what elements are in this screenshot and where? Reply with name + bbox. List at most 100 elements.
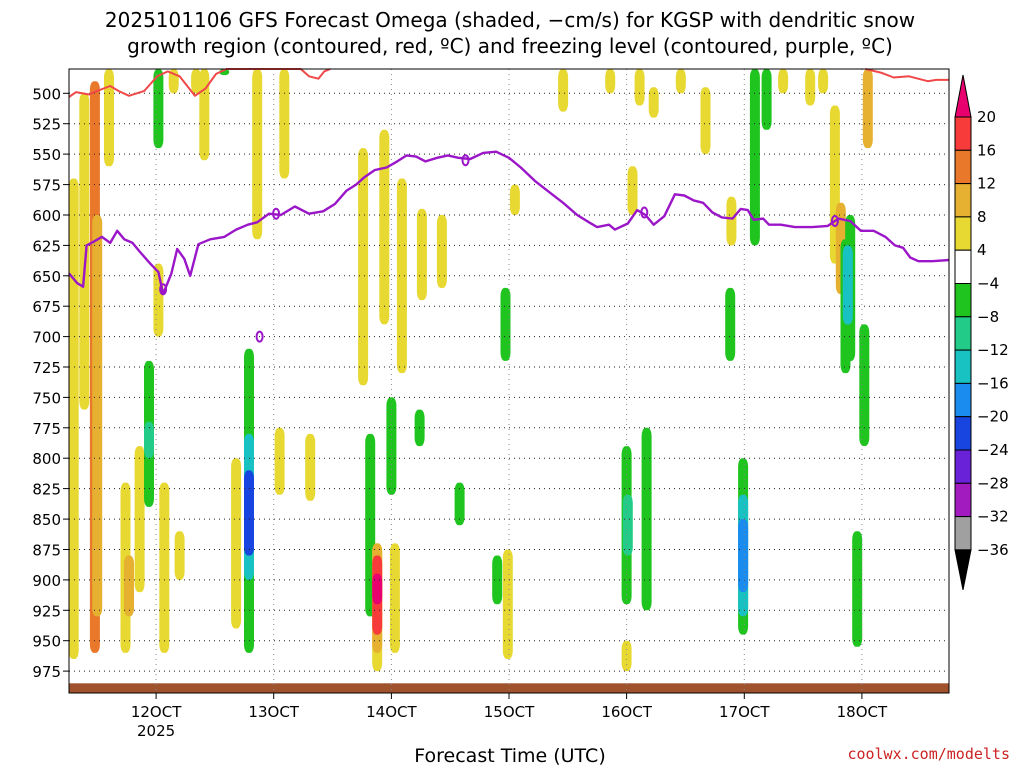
x-tick-label: 12OCT bbox=[131, 703, 182, 721]
omega-cell bbox=[191, 69, 202, 94]
colorbar-tick-label: −24 bbox=[977, 441, 1009, 459]
y-tick-label: 625 bbox=[32, 237, 61, 255]
omega-cell bbox=[558, 69, 569, 112]
y-tick-label: 700 bbox=[32, 329, 61, 347]
omega-cell bbox=[396, 178, 407, 374]
colorbar-segment bbox=[954, 316, 972, 351]
omega-cell bbox=[104, 69, 114, 167]
y-tick-label: 575 bbox=[32, 177, 61, 195]
y-tick-label: 650 bbox=[32, 268, 61, 286]
y-tick-label: 900 bbox=[32, 572, 61, 590]
omega-cell bbox=[634, 69, 645, 106]
chart-title-line-1: 2025101106 GFS Forecast Omega (shaded, −… bbox=[105, 8, 915, 32]
freezing-level-loop bbox=[255, 330, 264, 343]
colorbar-bottom-arrow bbox=[954, 549, 972, 590]
y-tick-label: 850 bbox=[32, 511, 61, 529]
credit-link[interactable]: coolwx.com/modelts bbox=[847, 745, 1010, 763]
colorbar-tick-label: 4 bbox=[977, 241, 987, 259]
omega-cell bbox=[749, 69, 760, 246]
omega-cell bbox=[502, 549, 513, 659]
omega-cell bbox=[436, 215, 447, 288]
omega-cell bbox=[379, 129, 390, 325]
colorbar-tick-label: −8 bbox=[977, 308, 999, 326]
omega-cell bbox=[862, 69, 873, 149]
omega-cell bbox=[509, 184, 520, 215]
colorbar-tick-label: −4 bbox=[977, 275, 999, 293]
x-tick-label: 17OCT bbox=[719, 703, 770, 721]
omega-cell bbox=[305, 433, 316, 501]
x-tick-label: 14OCT bbox=[366, 703, 417, 721]
colorbar-tick-label: 12 bbox=[977, 175, 996, 193]
y-tick-label: 725 bbox=[32, 359, 61, 377]
omega-cell bbox=[274, 427, 285, 495]
omega-cell bbox=[358, 148, 369, 386]
y-axis: 500 525 550 575 600 625 650 675 700 725 750 775 800 8… bbox=[32, 85, 69, 681]
omega-cell bbox=[174, 531, 185, 580]
colorbar-segment bbox=[954, 416, 972, 451]
omega-cell bbox=[738, 519, 749, 593]
y-tick-label: 525 bbox=[32, 116, 61, 134]
colorbar-segment bbox=[954, 349, 972, 384]
y-tick-label: 675 bbox=[32, 298, 61, 316]
colorbar-segment bbox=[954, 149, 972, 185]
omega-cell bbox=[852, 531, 863, 647]
omega-cell bbox=[648, 87, 659, 118]
colorbar-segment bbox=[954, 482, 972, 518]
x-tick-label: 15OCT bbox=[484, 703, 535, 721]
omega-cell bbox=[386, 397, 397, 495]
omega-cell bbox=[389, 543, 400, 653]
y-tick-label: 825 bbox=[32, 481, 61, 499]
contour-lines bbox=[68, 68, 950, 343]
omega-cell bbox=[454, 482, 465, 526]
y-tick-label: 750 bbox=[32, 389, 61, 407]
omega-cell bbox=[79, 93, 90, 410]
omega-cell bbox=[231, 458, 242, 629]
dgz-contour-line bbox=[68, 68, 331, 98]
colorbar-tick-label: 16 bbox=[977, 141, 996, 159]
terrain-layer bbox=[69, 683, 949, 693]
omega-cell bbox=[372, 573, 383, 605]
y-tick-label: 950 bbox=[32, 633, 61, 651]
omega-cell bbox=[244, 470, 254, 556]
omega-cell bbox=[761, 69, 772, 130]
omega-cell bbox=[805, 69, 816, 106]
colorbar-segment bbox=[954, 183, 972, 218]
omega-cell bbox=[144, 421, 154, 459]
y-tick-label: 550 bbox=[32, 146, 61, 164]
freezing-level-loop bbox=[640, 206, 649, 219]
omega-cell bbox=[778, 69, 789, 94]
colorbar-segment bbox=[954, 249, 972, 284]
colorbar: 20 16 12 8 4 −4 −8 −12 −16 −20 −24 −28 −32 −36 bbox=[954, 74, 1009, 590]
x-axis-label: Forecast Time (UTC) bbox=[414, 745, 605, 767]
colorbar-tick-label: −16 bbox=[977, 374, 1009, 392]
omega-cell bbox=[726, 196, 737, 246]
colorbar-segment bbox=[954, 516, 972, 551]
colorbar-segment bbox=[954, 283, 972, 318]
colorbar-segment bbox=[954, 449, 972, 484]
omega-cell bbox=[68, 178, 79, 659]
colorbar-top-arrow bbox=[954, 74, 972, 118]
colorbar-tick-label: 20 bbox=[977, 108, 996, 126]
x-tick-sublabel: 2025 bbox=[137, 722, 175, 740]
y-tick-label: 975 bbox=[32, 663, 61, 681]
y-tick-label: 875 bbox=[32, 542, 61, 560]
colorbar-tick-label: −36 bbox=[977, 541, 1009, 559]
freezing-level-line bbox=[68, 150, 950, 296]
terrain-fill bbox=[69, 683, 949, 693]
omega-cell bbox=[622, 494, 633, 556]
x-tick-label: 16OCT bbox=[601, 703, 652, 721]
omega-cell bbox=[199, 69, 210, 161]
omega-cell bbox=[675, 69, 686, 94]
colorbar-tick-label: 8 bbox=[977, 208, 987, 226]
omega-cell bbox=[641, 427, 652, 611]
freezing-level-loop bbox=[830, 215, 839, 227]
omega-cell bbox=[842, 245, 853, 325]
omega-cell bbox=[159, 482, 170, 653]
omega-cell bbox=[700, 87, 711, 155]
freezing-level-loop bbox=[159, 283, 168, 296]
chart-title-line-2: growth region (contoured, red, ºC) and f… bbox=[127, 34, 893, 58]
omega-shading bbox=[68, 69, 873, 672]
y-tick-label: 775 bbox=[32, 420, 61, 438]
